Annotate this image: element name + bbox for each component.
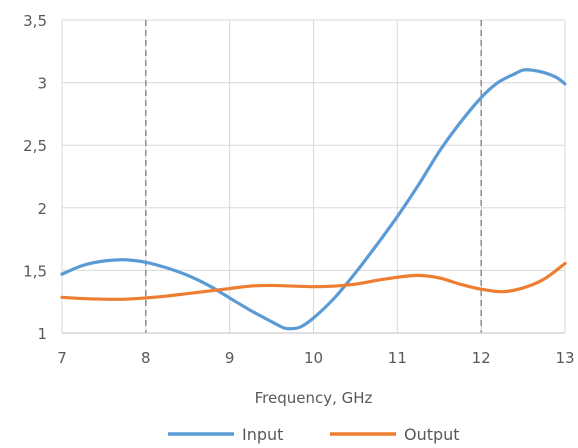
x-tick-label: 12 [472,349,491,367]
y-tick-label: 3 [37,75,47,93]
series-line-output [60,261,567,301]
legend-label-output: Output [404,425,460,444]
y-tick-labels: 1 1,5 2 2,5 3 3,5 [23,12,47,343]
x-tick-label: 13 [555,349,574,367]
y-tick-label: 1 [37,325,47,343]
x-tick-labels: 7 8 9 10 11 12 13 [57,349,574,367]
x-tick-label: 10 [304,349,323,367]
y-tick-label: 2 [37,200,47,218]
y-tick-label: 2,5 [23,137,47,155]
x-tick-label: 11 [388,349,407,367]
y-tick-label: 3,5 [23,12,47,30]
y-tick-label: 1,5 [23,262,47,280]
x-tick-label: 9 [225,349,235,367]
series-line-input [60,68,567,331]
x-axis-title: Frequency, GHz [255,389,373,407]
dashed-markers [145,20,482,333]
x-tick-label: 8 [141,349,151,367]
legend: Input Output [168,425,460,444]
series-lines [60,68,567,331]
legend-label-input: Input [242,425,283,444]
x-tick-label: 7 [57,349,67,367]
